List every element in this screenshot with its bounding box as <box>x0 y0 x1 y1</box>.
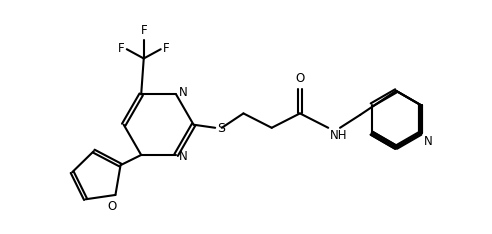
Text: N: N <box>179 150 187 163</box>
Text: F: F <box>118 42 124 55</box>
Text: S: S <box>216 122 225 135</box>
Text: NH: NH <box>330 129 347 142</box>
Text: N: N <box>424 135 432 148</box>
Text: O: O <box>107 200 117 213</box>
Text: O: O <box>295 72 305 85</box>
Text: F: F <box>163 42 170 55</box>
Text: N: N <box>179 86 187 99</box>
Text: F: F <box>140 24 147 37</box>
